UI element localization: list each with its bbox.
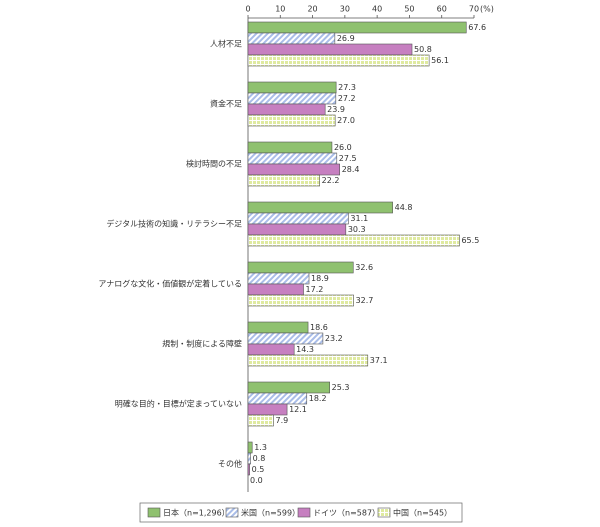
bar: [247, 261, 354, 274]
legend-label: 日本（n=1,296）: [163, 508, 230, 518]
value-label: 28.4: [342, 165, 360, 174]
bar: [247, 283, 304, 296]
value-label: 0.0: [250, 476, 263, 485]
value-label: 22.2: [322, 176, 340, 185]
x-unit: (%): [480, 5, 494, 14]
x-tick-label: 30: [340, 5, 350, 14]
bar: [247, 223, 347, 236]
bar: [247, 403, 288, 416]
x-tick-label: 60: [437, 5, 447, 14]
bar: [247, 81, 337, 94]
bar: [247, 92, 337, 105]
category-label: 資金不足: [210, 99, 242, 109]
value-label: 56.1: [431, 56, 449, 65]
value-label: 12.1: [289, 405, 307, 414]
bar: [247, 321, 309, 334]
bar: [247, 294, 354, 307]
category-label: デジタル技術の知識・リテラシー不足: [106, 219, 242, 229]
legend-label: 中国（n=545）: [393, 508, 452, 518]
value-label: 14.3: [296, 345, 314, 354]
category-label: 人材不足: [210, 39, 242, 49]
x-tick-label: 10: [275, 5, 285, 14]
value-label: 44.8: [395, 203, 413, 212]
x-tick-label: 70: [469, 5, 479, 14]
value-label: 0.5: [252, 465, 265, 474]
bar: [247, 152, 338, 165]
category-label: 明確な目的・目標が定まっていない: [115, 399, 242, 409]
bar: [247, 114, 336, 127]
value-label: 17.2: [306, 285, 324, 294]
value-label: 31.1: [350, 214, 368, 223]
x-tick-label: 40: [372, 5, 382, 14]
x-tick-label: 20: [307, 5, 317, 14]
value-label: 37.1: [370, 356, 388, 365]
bar: [247, 32, 336, 45]
legend-label: ドイツ（n=587）: [313, 509, 380, 518]
bar: [247, 54, 430, 67]
value-label: 27.2: [338, 94, 356, 103]
value-label: 18.6: [310, 323, 328, 332]
bar: [247, 392, 308, 405]
value-label: 27.3: [338, 83, 356, 92]
value-label: 23.9: [327, 105, 345, 114]
value-label: 27.0: [337, 116, 355, 125]
bar: [247, 354, 369, 367]
bar: [247, 21, 467, 34]
bar: [247, 201, 393, 214]
value-label: 18.2: [309, 394, 327, 403]
value-label: 25.3: [332, 383, 350, 392]
legend-swatch: [297, 507, 311, 518]
legend-swatch: [377, 507, 391, 518]
value-label: 1.3: [254, 443, 267, 452]
value-label: 67.6: [468, 23, 486, 32]
value-label: 32.6: [355, 263, 373, 272]
x-tick-label: 0: [245, 5, 250, 14]
legend-swatch: [147, 507, 161, 518]
bar: [247, 343, 295, 356]
legend-label: 米国（n=599）: [241, 508, 300, 518]
value-label: 50.8: [414, 45, 432, 54]
legend-swatch: [225, 507, 239, 518]
category-label: 規制・制度による障壁: [162, 339, 242, 349]
category-label: アナログな文化・価値観が定着している: [98, 279, 242, 289]
bar: [247, 141, 333, 154]
value-label: 0.8: [253, 454, 266, 463]
bar: [247, 43, 413, 56]
bar: [247, 381, 330, 394]
bar: [247, 441, 253, 454]
bar: [247, 234, 460, 247]
bar: [247, 272, 310, 285]
value-label: 32.7: [356, 296, 374, 305]
value-label: 27.5: [339, 154, 357, 163]
value-label: 26.9: [337, 34, 355, 43]
value-label: 23.2: [325, 334, 343, 343]
bar: [247, 414, 274, 427]
bar: [247, 463, 250, 476]
bar: [247, 212, 349, 225]
value-label: 65.5: [461, 236, 479, 245]
category-label: 検討時間の不足: [186, 159, 242, 169]
bar: [247, 332, 324, 345]
bar: [247, 452, 251, 465]
bar: [247, 163, 340, 176]
value-label: 30.3: [348, 225, 366, 234]
value-label: 18.9: [311, 274, 329, 283]
bar: [247, 103, 326, 116]
x-tick-label: 50: [404, 5, 414, 14]
value-label: 7.9: [276, 416, 289, 425]
bar: [247, 174, 320, 187]
value-label: 26.0: [334, 143, 352, 152]
category-label: その他: [218, 459, 242, 469]
